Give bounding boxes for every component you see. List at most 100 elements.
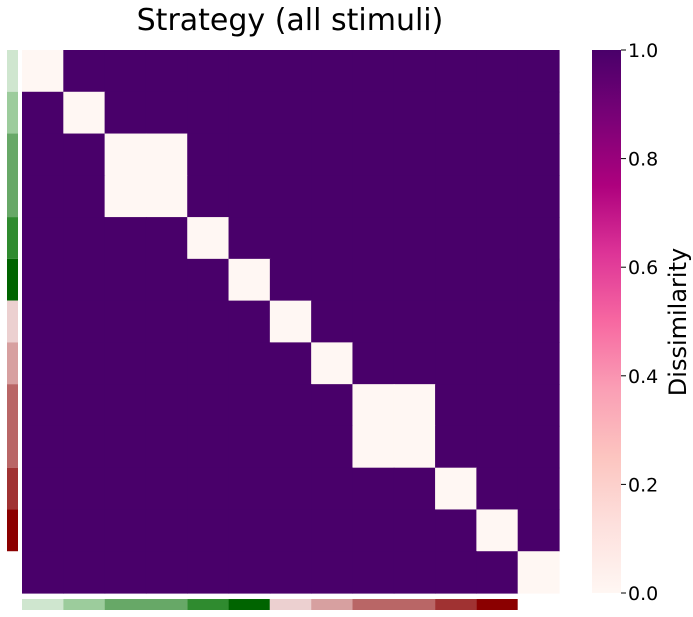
heatmap-cell bbox=[517, 133, 560, 176]
colorbar-tick-label: 0.6 bbox=[628, 257, 658, 279]
heatmap-cell bbox=[187, 50, 230, 93]
heatmap-cell bbox=[311, 217, 354, 260]
heatmap-cell bbox=[476, 50, 519, 93]
heatmap-cell bbox=[145, 217, 188, 260]
heatmap-cell bbox=[435, 258, 477, 302]
heatmap-cell bbox=[435, 425, 477, 469]
heatmap-cell bbox=[269, 509, 312, 552]
heatmap-cell bbox=[393, 50, 436, 93]
row-group-swatch bbox=[7, 467, 18, 510]
column-group-swatch bbox=[435, 599, 477, 610]
heatmap-cell bbox=[269, 50, 312, 93]
heatmap-cell bbox=[145, 300, 188, 343]
heatmap-cell bbox=[63, 133, 106, 176]
heatmap-cell bbox=[269, 175, 312, 218]
heatmap-cell bbox=[63, 467, 106, 511]
row-group-swatch bbox=[7, 300, 18, 343]
column-group-swatch bbox=[22, 599, 64, 610]
chart-title: Strategy (all stimuli) bbox=[137, 3, 444, 38]
heatmap-cell bbox=[63, 50, 106, 93]
heatmap-cell bbox=[393, 258, 436, 302]
heatmap-cell bbox=[63, 384, 106, 427]
colorbar-tick-label: 1.0 bbox=[628, 40, 658, 62]
heatmap-cell bbox=[476, 258, 519, 302]
heatmap-cell bbox=[187, 384, 230, 427]
heatmap-cell bbox=[228, 91, 271, 135]
heatmap-cell bbox=[517, 509, 560, 552]
heatmap-cell bbox=[311, 384, 354, 427]
heatmap-cell bbox=[187, 258, 230, 302]
heatmap-cell bbox=[104, 175, 147, 218]
heatmap-cell bbox=[517, 551, 560, 594]
heatmap-cell bbox=[104, 50, 147, 93]
heatmap-cell bbox=[517, 384, 560, 427]
row-group-swatch bbox=[7, 217, 18, 259]
heatmap-cell bbox=[476, 300, 519, 343]
heatmap-cell bbox=[22, 509, 64, 552]
heatmap-cell bbox=[269, 425, 312, 469]
heatmap-cell bbox=[187, 467, 230, 511]
heatmap-cell bbox=[228, 384, 271, 427]
heatmap-cell bbox=[187, 425, 230, 469]
heatmap-cell bbox=[145, 551, 188, 594]
heatmap-cell bbox=[393, 175, 436, 218]
heatmap-cell bbox=[517, 300, 560, 343]
heatmap-cell bbox=[393, 342, 436, 385]
heatmap-cell bbox=[269, 133, 312, 176]
heatmap-cell bbox=[63, 217, 106, 260]
heatmap-cell bbox=[145, 133, 188, 176]
heatmap-cell bbox=[476, 175, 519, 218]
heatmap-cell bbox=[269, 551, 312, 594]
heatmap-cell bbox=[187, 300, 230, 343]
row-group-swatch bbox=[7, 91, 18, 134]
heatmap-cell bbox=[187, 509, 230, 552]
heatmap-cell bbox=[228, 133, 271, 176]
colorbar-tick-label: 0.8 bbox=[628, 149, 658, 171]
heatmap-cell bbox=[145, 175, 188, 218]
heatmap-cell bbox=[352, 133, 395, 176]
heatmap-cell bbox=[476, 551, 519, 594]
heatmap-cell bbox=[517, 467, 560, 511]
heatmap-cell bbox=[435, 384, 477, 427]
heatmap-cell bbox=[352, 342, 395, 385]
column-group-swatch bbox=[476, 599, 518, 610]
heatmap-cell bbox=[476, 509, 519, 552]
heatmap-cell bbox=[22, 258, 64, 302]
heatmap-cell bbox=[476, 342, 519, 385]
heatmap-cell bbox=[435, 509, 477, 552]
heatmap-cell bbox=[435, 342, 477, 385]
heatmap-cell bbox=[269, 467, 312, 511]
heatmap-cell bbox=[22, 50, 64, 93]
heatmap-cell bbox=[393, 217, 436, 260]
column-group-swatch bbox=[228, 599, 270, 610]
heatmap-cell bbox=[311, 91, 354, 135]
heatmap-cell bbox=[228, 300, 271, 343]
heatmap-cell bbox=[22, 467, 64, 511]
heatmap-cell bbox=[269, 258, 312, 302]
heatmap-cell bbox=[228, 509, 271, 552]
row-group-swatch bbox=[7, 509, 18, 552]
heatmap-cell bbox=[352, 91, 395, 135]
row-group-swatch bbox=[7, 384, 18, 468]
heatmap-cell bbox=[228, 50, 271, 93]
heatmap-cell bbox=[435, 91, 477, 135]
heatmap-cell bbox=[435, 467, 477, 511]
heatmap-cell bbox=[517, 342, 560, 385]
heatmap-cell bbox=[311, 509, 354, 552]
heatmap-cell bbox=[145, 342, 188, 385]
heatmap-cell bbox=[352, 509, 395, 552]
heatmap-cell bbox=[228, 551, 271, 594]
heatmap-cell bbox=[393, 425, 436, 469]
heatmap-cell bbox=[352, 425, 395, 469]
heatmap-cell bbox=[22, 300, 64, 343]
heatmap-cell bbox=[145, 50, 188, 93]
heatmap-cell bbox=[311, 551, 354, 594]
heatmap-cell bbox=[63, 258, 106, 302]
heatmap-cell bbox=[352, 467, 395, 511]
heatmap-cell bbox=[311, 342, 354, 385]
heatmap-cell bbox=[187, 551, 230, 594]
heatmap-cell bbox=[311, 425, 354, 469]
heatmap-cell bbox=[228, 467, 271, 511]
colorbar: 0.0 0.2 0.4 0.6 0.8 1.0 bbox=[592, 40, 658, 605]
heatmap-cell bbox=[145, 509, 188, 552]
